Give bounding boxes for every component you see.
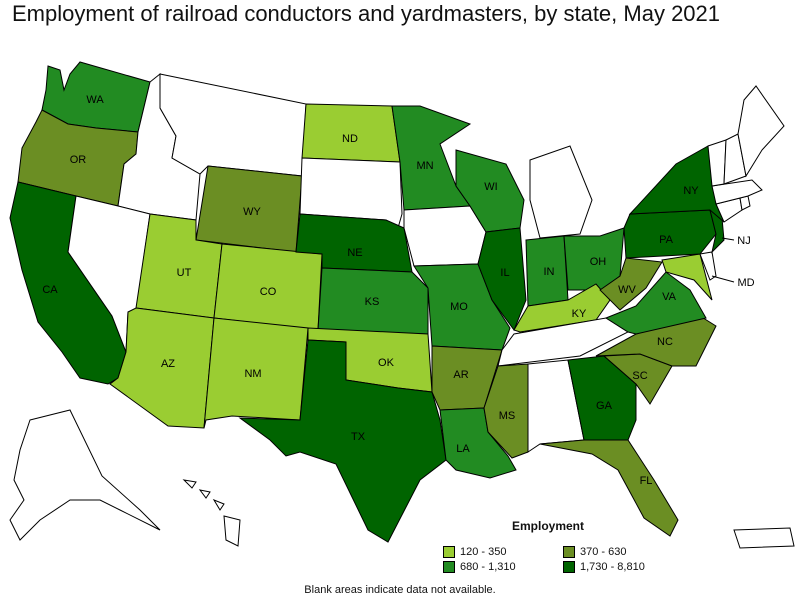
state-label-mn: MN: [416, 160, 433, 172]
legend-item-1: 120 - 350: [443, 546, 506, 558]
state-label-ca: CA: [42, 284, 58, 296]
map-title: Employment of railroad conductors and ya…: [12, 1, 721, 26]
nj-leader-line: [721, 237, 735, 241]
state-label-ks: KS: [365, 296, 380, 308]
legend-title: Employment: [512, 519, 585, 533]
legend-label-2: 370 - 630: [580, 546, 627, 558]
state-label-ky: KY: [572, 308, 587, 320]
state-label-in: IN: [544, 266, 555, 278]
state-label-la: LA: [456, 443, 470, 455]
state-me[interactable]: [737, 85, 785, 178]
legend-swatch-4: [563, 561, 575, 573]
state-label-wa: WA: [86, 94, 104, 106]
state-label-fl: FL: [640, 475, 653, 487]
state-label-or: OR: [70, 154, 87, 166]
state-de[interactable]: [699, 251, 717, 281]
state-label-wi: WI: [484, 181, 497, 193]
legend-label-4: 1,730 - 8,810: [580, 561, 645, 573]
state-pr[interactable]: [733, 527, 795, 549]
data-note: Blank areas indicate data not available.: [304, 584, 496, 596]
state-label-tx: TX: [351, 431, 366, 443]
state-label-nm: NM: [244, 368, 261, 380]
md-leader-line: [711, 275, 735, 283]
state-label-nd: ND: [342, 133, 358, 145]
state-label-nc: NC: [657, 336, 673, 348]
state-label-il: IL: [500, 267, 509, 279]
state-label-oh: OH: [590, 256, 607, 268]
state-label-wv: WV: [618, 284, 636, 296]
state-label-md: MD: [737, 277, 754, 289]
state-label-ut: UT: [177, 267, 192, 279]
state-labels: WA OR CA WY UT AZ CO NM ND NE KS OK TX MN MO AR LA WI IL IN…: [42, 94, 754, 487]
state-ak[interactable]: [9, 409, 161, 541]
state-ia[interactable]: [403, 205, 487, 267]
state-hi[interactable]: [182, 479, 241, 547]
state-label-wy: WY: [243, 206, 261, 218]
state-label-az: AZ: [161, 358, 175, 370]
state-label-ne: NE: [347, 247, 362, 259]
legend-swatch-2: [563, 546, 575, 558]
state-label-va: VA: [662, 291, 677, 303]
legend-swatch-1: [443, 546, 455, 558]
state-label-nj: NJ: [737, 235, 750, 247]
state-fl[interactable]: [539, 439, 679, 537]
state-va[interactable]: [604, 271, 707, 335]
state-tx[interactable]: [238, 339, 447, 543]
state-wv[interactable]: [599, 257, 663, 311]
state-label-pa: PA: [659, 234, 674, 246]
state-label-ar: AR: [453, 369, 468, 381]
state-label-ny: NY: [683, 185, 699, 197]
legend-item-3: 680 - 1,310: [443, 561, 516, 573]
legend-item-4: 1,730 - 8,810: [563, 561, 645, 573]
state-label-sc: SC: [632, 370, 647, 382]
state-mi[interactable]: [529, 145, 593, 239]
state-label-mo: MO: [450, 301, 468, 313]
legend-label-3: 680 - 1,310: [460, 561, 516, 573]
state-label-ga: GA: [596, 400, 613, 412]
state-label-co: CO: [260, 286, 277, 298]
legend-swatch-3: [443, 561, 455, 573]
state-mt[interactable]: [159, 73, 307, 177]
state-label-ok: OK: [378, 357, 395, 369]
state-md[interactable]: [661, 253, 713, 301]
legend-item-2: 370 - 630: [563, 546, 626, 558]
state-ks[interactable]: [317, 267, 429, 335]
legend-label-1: 120 - 350: [460, 546, 507, 558]
state-label-ms: MS: [499, 410, 516, 422]
state-ma[interactable]: [711, 179, 763, 205]
